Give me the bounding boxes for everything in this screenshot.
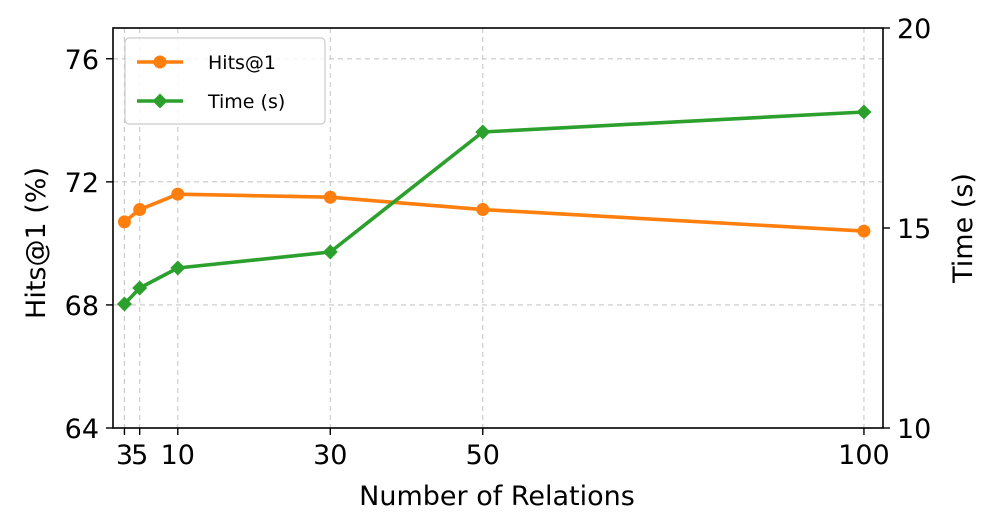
series-line <box>123 110 865 306</box>
y-tick-label: 64 <box>65 414 99 445</box>
y2-tick-label: 20 <box>897 14 931 45</box>
legend-marker <box>153 55 167 69</box>
x-tick-label: 30 <box>313 440 347 471</box>
hits-series <box>117 187 871 238</box>
legend: Hits@1 Time (s) <box>124 37 326 125</box>
legend-label: Hits@1 <box>208 52 276 74</box>
data-point <box>323 190 337 204</box>
data-point <box>116 296 132 312</box>
x-tick-label: 5 <box>131 440 148 471</box>
data-point <box>856 104 872 120</box>
data-point <box>475 124 491 140</box>
legend-label: Time (s) <box>207 91 285 113</box>
x-tick-label: 10 <box>161 440 195 471</box>
x-axis-label: Number of Relations <box>359 481 635 512</box>
y-axis-right: 10 15 20 <box>883 14 931 445</box>
x-tick-label: 3 <box>116 440 133 471</box>
data-point <box>322 244 338 260</box>
x-tick-label: 50 <box>466 440 500 471</box>
series-layer <box>116 104 872 312</box>
data-point <box>857 224 871 238</box>
data-point <box>171 187 185 201</box>
time-series <box>116 104 872 312</box>
data-point <box>133 203 147 217</box>
y-axis-left: 64 68 72 76 <box>65 45 113 445</box>
data-point <box>170 260 186 276</box>
x-tick-label: 100 <box>838 440 890 471</box>
series-line <box>123 192 865 233</box>
y-axis-label: Hits@1 (%) <box>21 167 52 319</box>
data-point <box>132 280 148 296</box>
legend-marker <box>152 93 168 109</box>
y-tick-label: 68 <box>65 291 99 322</box>
data-point <box>476 203 490 217</box>
x-axis: 35 10 30 50 100 <box>116 428 890 471</box>
y-tick-label: 72 <box>65 168 99 199</box>
y2-tick-label: 10 <box>897 414 931 445</box>
y-tick-label: 76 <box>65 45 99 76</box>
data-point <box>117 215 131 229</box>
y2-axis-label: Time (s) <box>948 173 979 284</box>
y2-tick-label: 15 <box>897 214 931 245</box>
